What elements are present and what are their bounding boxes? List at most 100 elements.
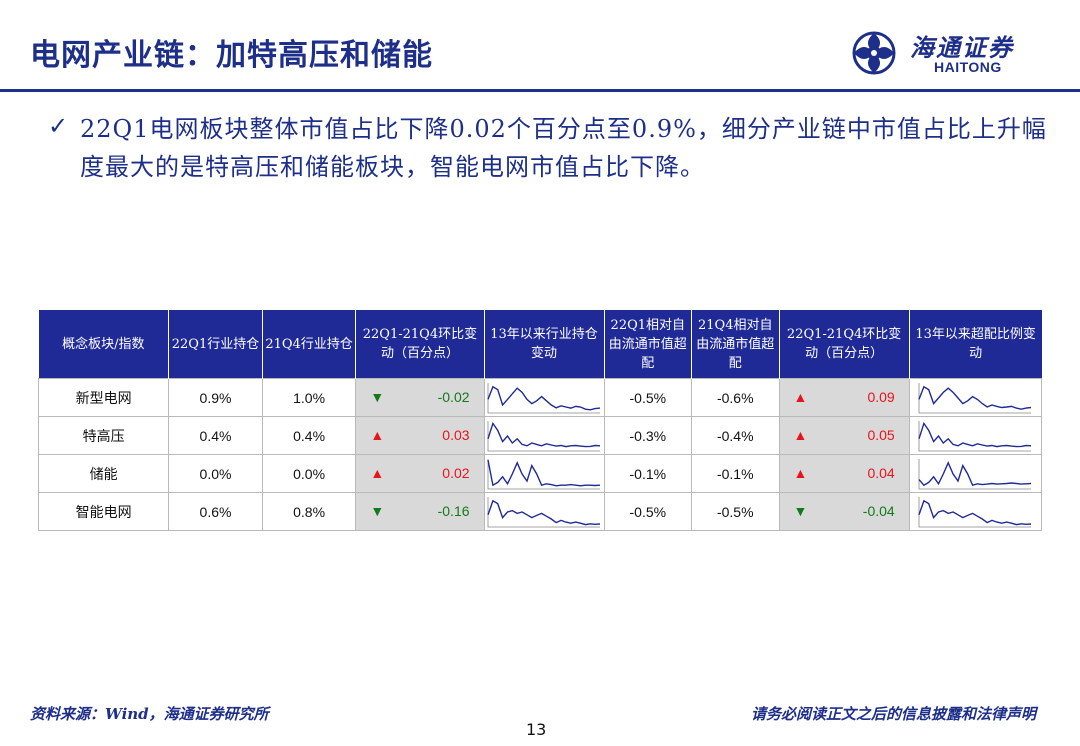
sparkline-series	[487, 385, 601, 411]
cell-holding-change: ▼ -0.02	[355, 378, 485, 417]
cell-22q1-holding: 0.9%	[168, 378, 263, 417]
sparkline-axis	[918, 459, 1032, 490]
sparkline-series	[918, 499, 1032, 526]
holding-change-value: 0.02	[442, 465, 470, 481]
source-note: 资料来源：Wind，海通证券研究所	[30, 705, 269, 723]
up-triangle-icon: ▲	[793, 427, 808, 443]
header-overweight-change: 22Q1-21Q4环比变动（百分点）	[779, 310, 910, 379]
logo-chinese-name: 海通证券	[910, 33, 1014, 62]
cell-overweight-sparkline	[908, 492, 1043, 531]
holding-sparkline	[487, 497, 601, 528]
overweight-change-value: 0.05	[867, 427, 895, 443]
cell-22q1-overweight: -0.1%	[603, 454, 693, 493]
sparkline-axis	[487, 383, 601, 414]
summary-bullet: ✓ 22Q1电网板块整体市值占比下降0.02个百分点至0.9%，细分产业链中市值…	[48, 110, 1058, 186]
cell-21q4-holding: 0.0%	[261, 454, 357, 493]
title-divider	[0, 89, 1080, 92]
cell-overweight-change: ▲ 0.04	[778, 454, 910, 493]
row-name: 储能	[37, 454, 170, 493]
holding-sparkline	[487, 383, 601, 414]
sparkline-axis	[918, 497, 1032, 528]
row-name: 智能电网	[37, 492, 170, 531]
overweight-change-value: 0.09	[867, 389, 895, 405]
table-row: 智能电网 0.6% 0.8% ▼ -0.16 -0.5% -0.5% ▼ -0.04	[37, 492, 1043, 531]
overweight-sparkline	[918, 383, 1032, 414]
legal-disclaimer: 请务必阅读正文之后的信息披露和法律声明	[750, 705, 1036, 723]
cell-22q1-overweight: -0.5%	[603, 492, 693, 531]
up-triangle-icon: ▲	[370, 465, 385, 481]
cell-overweight-sparkline	[908, 416, 1043, 455]
cell-holding-change: ▲ 0.02	[355, 454, 485, 493]
haitong-logo-mark-icon	[852, 31, 896, 75]
row-name: 特高压	[37, 416, 170, 455]
cell-21q4-overweight: -0.4%	[691, 416, 780, 455]
cell-22q1-holding: 0.0%	[168, 454, 263, 493]
cell-22q1-overweight: -0.3%	[603, 416, 693, 455]
cell-21q4-overweight: -0.6%	[691, 378, 780, 417]
checkmark-icon: ✓	[48, 112, 69, 140]
header-21q4-holding: 21Q4行业持仓	[262, 310, 357, 379]
cell-holding-sparkline	[483, 416, 605, 455]
overweight-sparkline	[918, 459, 1032, 490]
cell-overweight-change: ▲ 0.05	[778, 416, 910, 455]
header-22q1-holding: 22Q1行业持仓	[168, 310, 263, 379]
table-row: 特高压 0.4% 0.4% ▲ 0.03 -0.3% -0.4% ▲ 0.05	[37, 416, 1043, 455]
cell-21q4-overweight: -0.1%	[691, 454, 780, 493]
up-triangle-icon: ▲	[793, 389, 808, 405]
summary-text: 22Q1电网板块整体市值占比下降0.02个百分点至0.9%，细分产业链中市值占比…	[80, 115, 1047, 181]
holding-change-value: -0.16	[437, 503, 470, 519]
holding-sparkline	[487, 421, 601, 452]
row-name: 新型电网	[37, 378, 170, 417]
logo-english-name: HAITONG	[934, 59, 1002, 75]
header-concept: 概念板块/指数	[38, 310, 170, 379]
overweight-sparkline	[918, 421, 1032, 452]
cell-21q4-holding: 0.8%	[261, 492, 357, 531]
cell-overweight-change: ▲ 0.09	[778, 378, 910, 417]
cell-22q1-holding: 0.4%	[168, 416, 263, 455]
cell-overweight-change: ▼ -0.04	[778, 492, 910, 531]
holding-change-value: 0.03	[442, 427, 470, 443]
table-header-row: 概念板块/指数 22Q1行业持仓 21Q4行业持仓 22Q1-21Q4环比变动（…	[38, 310, 1042, 379]
sparkline-axis	[487, 421, 601, 452]
cell-holding-change: ▼ -0.16	[355, 492, 485, 531]
cell-holding-sparkline	[483, 454, 605, 493]
sparkline-series	[487, 499, 601, 526]
holding-change-value: -0.02	[437, 389, 470, 405]
overweight-change-value: 0.04	[867, 465, 895, 481]
header-overweight-trend: 13年以来超配比例变动	[909, 310, 1042, 379]
cell-holding-sparkline	[483, 492, 605, 531]
page-title: 电网产业链：加特高压和储能	[30, 38, 433, 73]
sparkline-axis	[487, 497, 601, 528]
down-triangle-icon: ▼	[370, 503, 385, 519]
cell-holding-sparkline	[483, 378, 605, 417]
cell-22q1-holding: 0.6%	[168, 492, 263, 531]
header-21q4-overweight: 21Q4相对自由流通市值超配	[691, 310, 780, 379]
down-triangle-icon: ▼	[370, 389, 385, 405]
header-22q1-overweight: 22Q1相对自由流通市值超配	[604, 310, 693, 379]
holdings-table: 概念板块/指数 22Q1行业持仓 21Q4行业持仓 22Q1-21Q4环比变动（…	[37, 310, 1043, 531]
up-triangle-icon: ▲	[370, 427, 385, 443]
cell-22q1-overweight: -0.5%	[603, 378, 693, 417]
haitong-logo: 海通证券 HAITONG	[848, 28, 1048, 80]
cell-21q4-holding: 1.0%	[261, 378, 357, 417]
cell-21q4-holding: 0.4%	[261, 416, 357, 455]
cell-overweight-sparkline	[908, 378, 1043, 417]
table-row: 新型电网 0.9% 1.0% ▼ -0.02 -0.5% -0.6% ▲ 0.09	[37, 378, 1043, 417]
sparkline-series	[918, 421, 1032, 448]
holding-sparkline	[487, 459, 601, 490]
page-number: 13	[526, 720, 547, 739]
sparkline-series	[918, 385, 1032, 410]
cell-21q4-overweight: -0.5%	[691, 492, 780, 531]
sparkline-axis	[487, 459, 601, 490]
cell-holding-change: ▲ 0.03	[355, 416, 485, 455]
sparkline-series	[918, 461, 1032, 487]
sparkline-series	[487, 459, 601, 487]
sparkline-axis	[918, 383, 1032, 414]
sparkline-axis	[918, 421, 1032, 452]
cell-overweight-sparkline	[908, 454, 1043, 493]
table-row: 储能 0.0% 0.0% ▲ 0.02 -0.1% -0.1% ▲ 0.04	[37, 454, 1043, 493]
overweight-change-value: -0.04	[862, 503, 895, 519]
header-holding-trend: 13年以来行业持仓变动	[484, 310, 605, 379]
header-holding-change: 22Q1-21Q4环比变动（百分点）	[355, 310, 485, 379]
sparkline-series	[487, 421, 601, 448]
